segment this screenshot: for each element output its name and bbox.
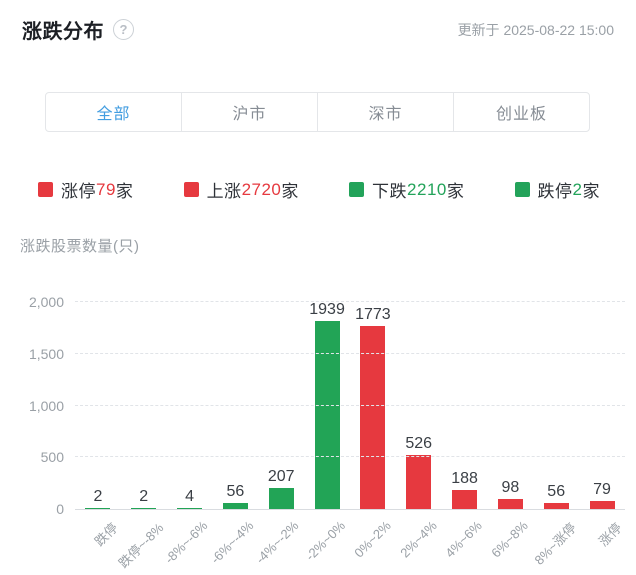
x-axis-label: -8%~-6%: [161, 518, 211, 567]
y-axis-ticks: 0 500 1,000 1,500 2,000: [0, 295, 64, 516]
page-title: 涨跌分布: [22, 21, 104, 43]
x-axis-label: 跌停: [91, 520, 121, 550]
tab-bar: 全部 沪市 深市 创业板: [45, 92, 590, 132]
legend-unit: 家: [281, 182, 299, 201]
tab-chinext[interactable]: 创业板: [453, 93, 589, 131]
bar: [131, 508, 157, 509]
bar: [406, 454, 432, 509]
updated-timestamp: 更新于 2025-08-22 15:00: [457, 21, 614, 38]
legend-unit: 家: [582, 182, 600, 201]
tab-shanghai[interactable]: 沪市: [181, 93, 317, 131]
legend-swatch-limit-up: [38, 182, 53, 197]
bar-value-label: 188: [451, 469, 478, 487]
bars-container: 2 跌停 2 跌停~-8% 4 -8%~-6% 56 -6%~-4% 207 -4%~-2% 193…: [75, 301, 625, 571]
x-axis-label: -2%~0%: [302, 518, 348, 564]
bar-value-label: 2: [93, 488, 103, 505]
x-axis-label: 跌停~-8%: [115, 520, 167, 571]
y-tick-label: 2,000: [28, 294, 64, 310]
bar-value-label: 98: [501, 478, 520, 496]
bar: [268, 487, 294, 509]
bar: [360, 325, 386, 509]
bar: [222, 503, 248, 509]
bar-slot: 2 跌停~-8%: [116, 302, 167, 571]
bar-slot: 188 4%~6%: [442, 302, 488, 561]
y-axis-title: 涨跌股票数量(只): [20, 238, 140, 255]
legend-swatch-down: [349, 182, 365, 197]
x-axis-label: 6%~8%: [488, 518, 531, 561]
header: 涨跌分布 ? 更新于 2025-08-22 15:00: [0, 0, 636, 44]
bar-slot: 56 8%~涨停: [531, 302, 579, 568]
bar-value-label: 2: [139, 488, 149, 505]
bar-value-label: 56: [226, 483, 245, 501]
legend-item-limit-down: 跌停 2 家: [514, 177, 600, 202]
bar: [452, 489, 478, 509]
y-tick-label: 1,000: [28, 397, 64, 414]
bar-slot: 4 -8%~-6%: [162, 302, 213, 567]
x-axis-label: 2%~4%: [396, 518, 440, 561]
bar-value-label: 1939: [309, 301, 345, 318]
gridline-500: [75, 456, 625, 458]
x-axis-label: 4%~6%: [442, 518, 486, 561]
legend-label: 跌停: [537, 182, 573, 201]
bar: [177, 508, 203, 509]
x-axis-label: -6%~-4%: [207, 518, 257, 567]
gridline-2000: [75, 301, 625, 302]
legend-count: 79: [96, 179, 116, 199]
y-tick-label: 0: [56, 501, 64, 517]
plot-area: 2 跌停 2 跌停~-8% 4 -8%~-6% 56 -6%~-4% 207 -4%~-2% 193…: [75, 301, 625, 571]
bar-slot: 56 -6%~-4%: [207, 302, 258, 567]
legend-swatch-up: [183, 182, 199, 197]
bar-slot: 207 -4%~-2%: [253, 302, 304, 567]
y-tick-label: 500: [40, 449, 64, 466]
x-axis-label: -4%~-2%: [253, 518, 302, 567]
legend-item-up: 上涨 2720 家: [183, 177, 299, 202]
gridline-1500: [75, 352, 625, 354]
bar-slot: 1773 0%~2%: [350, 302, 396, 561]
legend-label: 下跌: [372, 182, 408, 201]
bar-value-label: 207: [267, 467, 295, 485]
bar-slot: 79 涨停: [579, 302, 625, 549]
tab-all[interactable]: 全部: [96, 106, 131, 123]
bar-slot: 2 跌停: [75, 302, 121, 549]
header-title-group: 涨跌分布 ?: [22, 15, 134, 44]
tab-shenzhen[interactable]: 深市: [317, 93, 453, 131]
y-tick-label: 1,500: [28, 345, 64, 362]
bar-value-label: 1773: [355, 305, 391, 323]
legend-count: 2720: [241, 179, 282, 199]
bar-value-label: 79: [593, 480, 611, 498]
bar-slot: 526 2%~4%: [396, 302, 442, 560]
legend-item-limit-up: 涨停 79 家: [38, 177, 133, 202]
legend-count: 2210: [407, 179, 447, 199]
legend-label: 上涨: [206, 182, 242, 201]
x-axis-label: 0%~2%: [350, 518, 394, 561]
bar: [497, 498, 523, 509]
bar: [543, 503, 569, 509]
x-axis-label: 8%~涨停: [531, 520, 579, 568]
bar-value-label: 4: [185, 488, 195, 505]
bar: [314, 321, 340, 509]
legend-label: 涨停: [61, 182, 96, 201]
bar-slot: 98 6%~8%: [487, 302, 533, 560]
bar-slot: 1939 -2%~0%: [302, 301, 350, 564]
legend-unit: 家: [446, 182, 465, 201]
bar-value-label: 56: [547, 483, 566, 501]
bar-chart: 0 500 1,000 1,500 2,000 2 跌停 2 跌停~-8% 4 -8%~-6% 56…: [0, 256, 636, 575]
legend-count: 2: [572, 179, 583, 199]
help-icon[interactable]: ?: [113, 19, 134, 40]
legend-swatch-limit-down: [514, 182, 530, 197]
gridline-1000: [75, 404, 625, 406]
chart-legend: 涨停 79 家上涨 2720 家下跌 2210 家跌停 2 家: [38, 177, 600, 202]
bar-value-label: 526: [405, 434, 433, 452]
x-axis-label: 涨停: [595, 520, 625, 550]
bar: [85, 508, 111, 509]
bar: [589, 500, 615, 509]
legend-unit: 家: [115, 182, 134, 201]
legend-item-down: 下跌 2210 家: [349, 177, 464, 202]
